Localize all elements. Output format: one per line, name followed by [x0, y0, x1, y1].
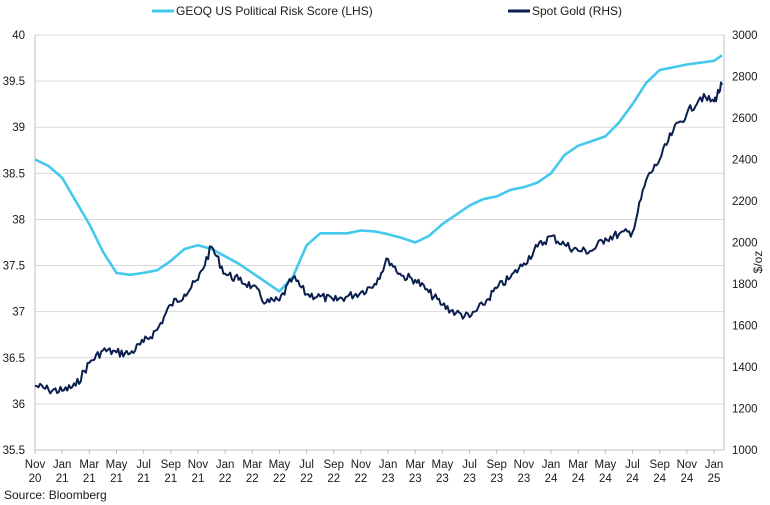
x-tick-month: May: [432, 459, 454, 471]
right-tick-label: 1600: [732, 321, 758, 333]
series-line-spot-gold: [34, 81, 723, 395]
left-tick-label: 35.5: [3, 445, 25, 457]
left-tick-label: 38.5: [3, 168, 25, 180]
legend-label-spot-gold: Spot Gold (RHS): [532, 4, 622, 18]
x-tick-year: 23: [409, 473, 422, 485]
source-note: Source: Bloomberg: [4, 488, 107, 502]
x-tick-month: Nov: [514, 459, 535, 471]
left-tick-label: 39.5: [3, 76, 25, 88]
x-tick-year: 25: [708, 473, 721, 485]
right-tick-label: 2600: [732, 113, 758, 125]
x-tick-month: Nov: [677, 459, 698, 471]
x-tick-year: 21: [110, 473, 123, 485]
x-tick-month: Mar: [242, 459, 262, 471]
x-tick-year: 24: [572, 473, 585, 485]
series-line-political-risk: [34, 54, 723, 293]
left-tick-label: 40: [12, 30, 25, 42]
left-tick-label: 37: [12, 307, 25, 319]
x-tick-month: Sep: [161, 459, 181, 471]
x-tick-month: May: [594, 459, 616, 471]
x-tick-month: Jul: [136, 459, 151, 471]
x-tick-year: 23: [382, 473, 395, 485]
x-tick-month: Mar: [568, 459, 588, 471]
right-tick-label: 2800: [732, 72, 758, 84]
legend-label-political-risk: GEOQ US Political Risk Score (LHS): [176, 4, 373, 18]
x-axis-ticks: Nov 20 Jan 21 Mar 21 May 21 Jul 21 Sep 21 Nov 21 Jan 22…: [25, 450, 724, 485]
right-tick-label: 1000: [732, 445, 758, 457]
x-tick-year: 23: [517, 473, 530, 485]
x-tick-year: 22: [327, 473, 340, 485]
x-tick-year: 21: [83, 473, 96, 485]
x-tick-month: May: [106, 459, 128, 471]
x-tick-month: Mar: [79, 459, 99, 471]
right-axis-ticks: 1000 1200 1400 1600 1800 2000 2200 2400 2600 2800…: [732, 30, 758, 457]
x-tick-month: Nov: [188, 459, 209, 471]
right-tick-label: 1200: [732, 404, 758, 416]
x-tick-year: 21: [56, 473, 69, 485]
series-lines: [34, 54, 723, 395]
x-tick-year: 24: [680, 473, 693, 485]
x-tick-year: 24: [599, 473, 612, 485]
x-tick-year: 24: [653, 473, 666, 485]
x-tick-month: Jul: [462, 459, 477, 471]
gridlines: [35, 34, 724, 451]
axes: [34, 35, 725, 451]
right-tick-label: 3000: [732, 30, 758, 42]
x-tick-month: Jul: [625, 459, 640, 471]
left-tick-label: 36.5: [3, 353, 25, 365]
right-tick-label: 1800: [732, 279, 758, 291]
x-tick-month: Sep: [324, 459, 344, 471]
legend: GEOQ US Political Risk Score (LHS) Spot …: [152, 4, 622, 18]
right-axis-title: $/oz: [751, 251, 765, 274]
right-tick-label: 2400: [732, 155, 758, 167]
x-tick-month: Jan: [216, 459, 235, 471]
x-tick-month: Nov: [25, 459, 46, 471]
x-tick-year: 24: [545, 473, 558, 485]
x-tick-year: 22: [300, 473, 313, 485]
x-tick-month: Jul: [299, 459, 314, 471]
x-tick-year: 23: [490, 473, 503, 485]
x-tick-year: 23: [436, 473, 449, 485]
x-tick-month: Jan: [705, 459, 724, 471]
x-tick-month: Jan: [379, 459, 398, 471]
x-tick-month: Jan: [53, 459, 72, 471]
x-tick-year: 24: [626, 473, 639, 485]
x-tick-year: 20: [29, 473, 42, 485]
x-tick-month: Mar: [405, 459, 425, 471]
left-tick-label: 38: [12, 214, 25, 226]
x-tick-month: May: [269, 459, 291, 471]
x-tick-year: 21: [137, 473, 150, 485]
x-tick-year: 21: [192, 473, 205, 485]
left-tick-label: 36: [12, 399, 25, 411]
x-tick-month: Jan: [542, 459, 561, 471]
left-axis-ticks: 35.5 36 36.5 37 37.5 38 38.5 39 39.5 40: [3, 30, 25, 457]
right-tick-label: 2000: [732, 238, 758, 250]
x-tick-year: 22: [219, 473, 232, 485]
x-tick-year: 23: [463, 473, 476, 485]
x-tick-month: Sep: [649, 459, 669, 471]
left-tick-label: 39: [12, 122, 25, 134]
right-tick-label: 1400: [732, 362, 758, 374]
x-tick-month: Nov: [351, 459, 372, 471]
left-tick-label: 37.5: [3, 261, 25, 273]
x-tick-month: Sep: [486, 459, 506, 471]
x-tick-year: 22: [246, 473, 259, 485]
right-tick-label: 2200: [732, 196, 758, 208]
x-tick-year: 21: [164, 473, 177, 485]
x-tick-year: 22: [355, 473, 368, 485]
x-tick-year: 22: [273, 473, 286, 485]
